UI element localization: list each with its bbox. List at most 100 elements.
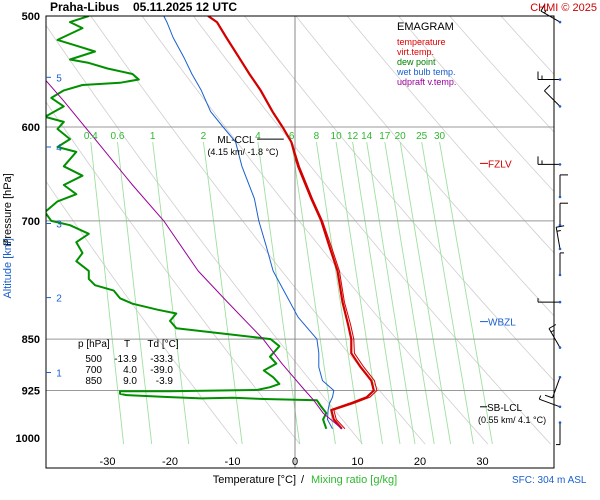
table-cell: 850 xyxy=(85,376,102,387)
credit-label: CHMI © 2025 xyxy=(530,2,597,14)
annotations: ML-CCL(4.15 km/ -1.8 °C) FZLV WBZL SB-LCL(0… xyxy=(207,135,546,425)
mixing-ratio-label: 20 xyxy=(395,131,407,142)
wind-barb xyxy=(540,3,562,24)
table-header: p [hPa] xyxy=(78,339,110,350)
mixing-ratio-label: 12 xyxy=(347,131,359,142)
ml-ccl-label: ML-CCL xyxy=(217,135,255,146)
mixing-ratio-line xyxy=(202,141,243,445)
mixing-ratio-line xyxy=(90,141,125,445)
mixing-ratio-line xyxy=(117,141,153,445)
plot-frame xyxy=(45,15,555,469)
dry-adiabat-line xyxy=(90,16,426,445)
wind-barb xyxy=(558,202,568,227)
mixing-ratio-lines xyxy=(90,141,493,445)
dry-adiabat-line xyxy=(244,16,554,382)
temperature-tick-label: -20 xyxy=(162,456,178,468)
mixing-ratio-line xyxy=(257,141,301,445)
mixing-ratio-axis-label: Mixing ratio [g/kg] xyxy=(311,474,397,486)
mixing-ratio-label: 14 xyxy=(361,131,373,142)
series-udpraft-v-temp xyxy=(46,79,343,430)
series-temperature xyxy=(207,16,375,430)
wind-barb xyxy=(537,156,562,166)
sfc-label: SFC: 304 m ASL xyxy=(512,475,587,486)
pressure-tick-label: 500 xyxy=(22,11,40,23)
series-wet-bulb-temp xyxy=(163,16,335,430)
altitude-tick-label: 5 xyxy=(56,73,62,84)
dry-adiabat-line xyxy=(46,180,238,445)
table-cell: -3.9 xyxy=(156,376,174,387)
mixing-ratio-line xyxy=(384,141,435,445)
x-axis-separator: / xyxy=(301,474,305,486)
mixing-ratio-label: 2 xyxy=(201,131,207,142)
ml-ccl-value: (4.15 km/ -1.8 °C) xyxy=(207,147,278,157)
wind-barb xyxy=(537,71,562,81)
legend-entry: dew point xyxy=(397,57,436,67)
mixing-ratio-label: 25 xyxy=(416,131,428,142)
chart-datetime: 05.11.2025 12 UTC xyxy=(133,0,237,14)
wind-barb xyxy=(537,298,562,304)
table-cell: 4.0 xyxy=(123,365,137,376)
mixing-ratio-line xyxy=(315,141,363,445)
mixing-ratio-line xyxy=(366,141,416,445)
wbzl-label: WBZL xyxy=(488,318,516,329)
pressure-tick-label: 925 xyxy=(22,386,40,398)
table-header: T xyxy=(124,339,130,350)
mixing-ratio-line xyxy=(352,141,401,445)
wind-barb xyxy=(538,395,562,409)
mixing-ratio-labels: 0.4 0.6 1 2 4 6 8 10 12 14 17 20 25 30 xyxy=(84,131,446,142)
mixing-ratio-label: 17 xyxy=(379,131,391,142)
table-header: Td [°C] xyxy=(147,339,178,350)
mixing-ratio-line xyxy=(335,141,383,445)
pressure-tick-label: 1000 xyxy=(16,433,40,445)
table-cell: -39.0 xyxy=(150,365,173,376)
mixing-ratio-label: 10 xyxy=(331,131,343,142)
legend-entry: udpraft v.temp. xyxy=(397,77,456,87)
legend-entry: temperature xyxy=(397,37,446,47)
wind-barb xyxy=(558,252,564,277)
table-cell: -13.9 xyxy=(114,354,137,365)
mixing-ratio-label: 4 xyxy=(255,131,261,142)
legend-entry: wet bulb temp. xyxy=(396,67,456,77)
altitude-tick-label: 3 xyxy=(56,220,62,231)
wind-barb xyxy=(544,84,562,108)
x-axis-label: Temperature [°C] xyxy=(213,474,296,486)
mixing-ratio-label: 8 xyxy=(314,131,320,142)
wind-barb xyxy=(544,375,562,399)
wind-barb xyxy=(556,421,562,446)
mixing-ratio-label: 6 xyxy=(289,131,295,142)
dry-adiabat-line xyxy=(398,16,554,193)
legend-entry: virt.temp. xyxy=(397,47,434,57)
mixing-ratio-label: 0.6 xyxy=(111,131,125,142)
pressure-tick-label: 600 xyxy=(22,122,40,134)
dry-adiabat-line xyxy=(500,16,554,75)
table-cell: 700 xyxy=(85,365,102,376)
altitude-axis-label: Altitude [km] xyxy=(2,238,14,299)
altitude-tick-label: 1 xyxy=(56,369,62,380)
altitude-tick-label: 2 xyxy=(56,294,62,305)
temperature-tick-label: -10 xyxy=(225,456,241,468)
legend-title: EMAGRAM xyxy=(397,21,454,33)
dry-adiabat-line xyxy=(346,16,554,254)
wind-barb xyxy=(548,324,562,349)
mixing-ratio-label: 30 xyxy=(434,131,446,142)
chart-title: Praha-Libus xyxy=(50,0,120,14)
temperature-tick-label: 20 xyxy=(414,456,426,468)
mixing-ratio-line xyxy=(421,141,474,445)
mixing-ratio-label: 1 xyxy=(150,131,156,142)
fzlv-label: FZLV xyxy=(488,159,512,170)
mixing-ratio-line xyxy=(439,141,493,445)
pressure-tick-label: 700 xyxy=(22,216,40,228)
temperature-tick-label: 0 xyxy=(292,456,298,468)
mixing-ratio-line xyxy=(152,141,190,445)
dry-adiabat-line xyxy=(295,16,554,317)
wind-barb xyxy=(558,174,568,199)
table-cell: -33.3 xyxy=(150,354,173,365)
table-cell: 9.0 xyxy=(123,376,137,387)
temperature-tick-label: -30 xyxy=(100,456,116,468)
wind-barbs xyxy=(537,3,568,446)
profile-series xyxy=(46,16,378,430)
y-axis-separator: / xyxy=(2,240,14,244)
